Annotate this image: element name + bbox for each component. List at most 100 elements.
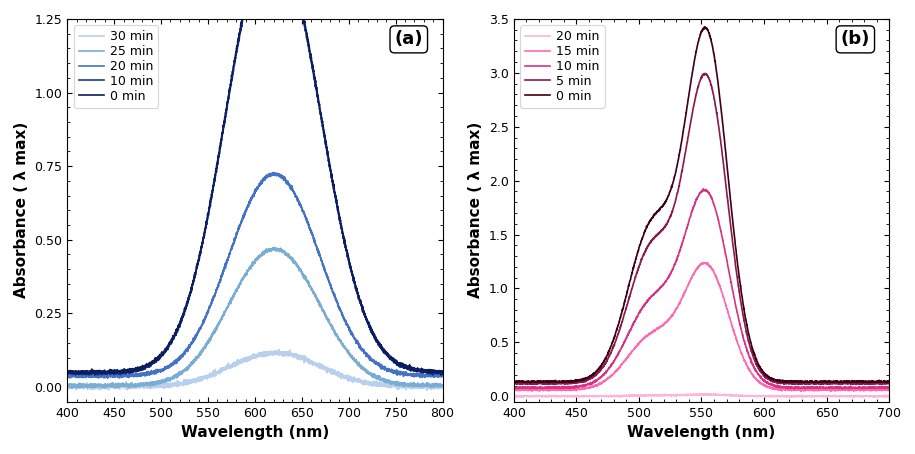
- 0 min: [436, 372, 447, 378]
- 15 min: [528, 388, 539, 393]
- Legend: 20 min, 15 min, 10 min, 5 min, 0 min: 20 min, 15 min, 10 min, 5 min, 0 min: [520, 25, 605, 108]
- 5 min: [528, 380, 539, 386]
- 5 min: [884, 380, 895, 386]
- 5 min: [804, 380, 815, 385]
- 0 min: [681, 109, 692, 114]
- 15 min: [873, 387, 884, 393]
- Line: 30 min: 30 min: [68, 350, 443, 390]
- 20 min: [390, 369, 401, 374]
- 30 min: [222, 365, 233, 370]
- 30 min: [206, 372, 217, 377]
- 30 min: [430, 384, 441, 390]
- 0 min: [691, 48, 702, 53]
- 10 min: [62, 370, 73, 375]
- Y-axis label: Absorbance ( λ max): Absorbance ( λ max): [14, 122, 29, 298]
- 20 min: [268, 170, 279, 175]
- 20 min: [528, 394, 539, 399]
- 20 min: [104, 372, 115, 378]
- 30 min: [437, 383, 448, 389]
- 5 min: [873, 380, 884, 386]
- 10 min: [430, 369, 441, 374]
- 30 min: [127, 384, 138, 390]
- 0 min: [390, 360, 401, 365]
- 0 min: [206, 195, 217, 201]
- 15 min: [795, 389, 806, 394]
- 10 min: [691, 196, 702, 202]
- 20 min: [206, 301, 217, 306]
- 25 min: [268, 245, 279, 250]
- 20 min: [127, 373, 138, 378]
- 15 min: [681, 286, 692, 291]
- Line: 0 min: 0 min: [68, 0, 443, 375]
- 25 min: [437, 383, 448, 389]
- 0 min: [509, 379, 520, 384]
- 15 min: [873, 387, 884, 393]
- X-axis label: Wavelength (nm): Wavelength (nm): [628, 425, 776, 440]
- 15 min: [884, 387, 895, 392]
- 0 min: [528, 379, 539, 384]
- 25 min: [62, 383, 73, 389]
- X-axis label: Wavelength (nm): Wavelength (nm): [181, 425, 329, 440]
- 0 min: [430, 368, 441, 373]
- 10 min: [390, 358, 401, 363]
- 10 min: [437, 370, 448, 375]
- 20 min: [62, 372, 73, 377]
- 0 min: [804, 379, 815, 385]
- 15 min: [691, 266, 702, 272]
- 20 min: [691, 392, 702, 397]
- 30 min: [62, 381, 73, 387]
- 20 min: [873, 393, 884, 399]
- 10 min: [222, 101, 233, 107]
- 30 min: [422, 388, 433, 393]
- 25 min: [67, 385, 78, 391]
- Line: 5 min: 5 min: [514, 74, 889, 385]
- 25 min: [206, 333, 217, 339]
- Text: (a): (a): [394, 30, 423, 49]
- 20 min: [437, 373, 448, 379]
- 10 min: [698, 186, 709, 192]
- 25 min: [430, 383, 441, 388]
- 10 min: [681, 227, 692, 232]
- 0 min: [222, 99, 233, 104]
- 5 min: [509, 380, 520, 385]
- 10 min: [789, 386, 800, 392]
- 15 min: [509, 387, 520, 393]
- 20 min: [681, 392, 692, 398]
- 10 min: [206, 196, 217, 202]
- 10 min: [509, 385, 520, 390]
- 20 min: [884, 394, 895, 399]
- 10 min: [873, 385, 884, 391]
- 0 min: [873, 379, 884, 384]
- 5 min: [691, 91, 702, 96]
- Line: 10 min: 10 min: [514, 189, 889, 389]
- 0 min: [699, 24, 710, 30]
- 0 min: [884, 379, 895, 384]
- 0 min: [873, 378, 884, 383]
- 0 min: [62, 370, 73, 376]
- 10 min: [104, 370, 115, 375]
- 0 min: [127, 368, 138, 373]
- Line: 20 min: 20 min: [514, 394, 889, 397]
- 10 min: [427, 372, 438, 378]
- Line: 15 min: 15 min: [514, 263, 889, 391]
- Text: (b): (b): [841, 30, 870, 49]
- 10 min: [127, 369, 138, 375]
- Line: 10 min: 10 min: [68, 0, 443, 375]
- 0 min: [104, 367, 115, 372]
- 20 min: [710, 391, 721, 397]
- Legend: 30 min, 25 min, 20 min, 10 min, 0 min: 30 min, 25 min, 20 min, 10 min, 0 min: [73, 25, 158, 108]
- 20 min: [430, 373, 441, 379]
- 25 min: [104, 381, 115, 386]
- 25 min: [127, 381, 138, 387]
- 20 min: [102, 375, 113, 381]
- 15 min: [804, 387, 815, 393]
- 15 min: [699, 260, 710, 266]
- 25 min: [390, 381, 401, 386]
- Line: 25 min: 25 min: [68, 247, 443, 388]
- 20 min: [222, 257, 233, 263]
- 20 min: [868, 395, 879, 400]
- 5 min: [681, 144, 692, 150]
- 10 min: [884, 386, 895, 391]
- Line: 0 min: 0 min: [514, 27, 889, 383]
- 10 min: [873, 385, 884, 390]
